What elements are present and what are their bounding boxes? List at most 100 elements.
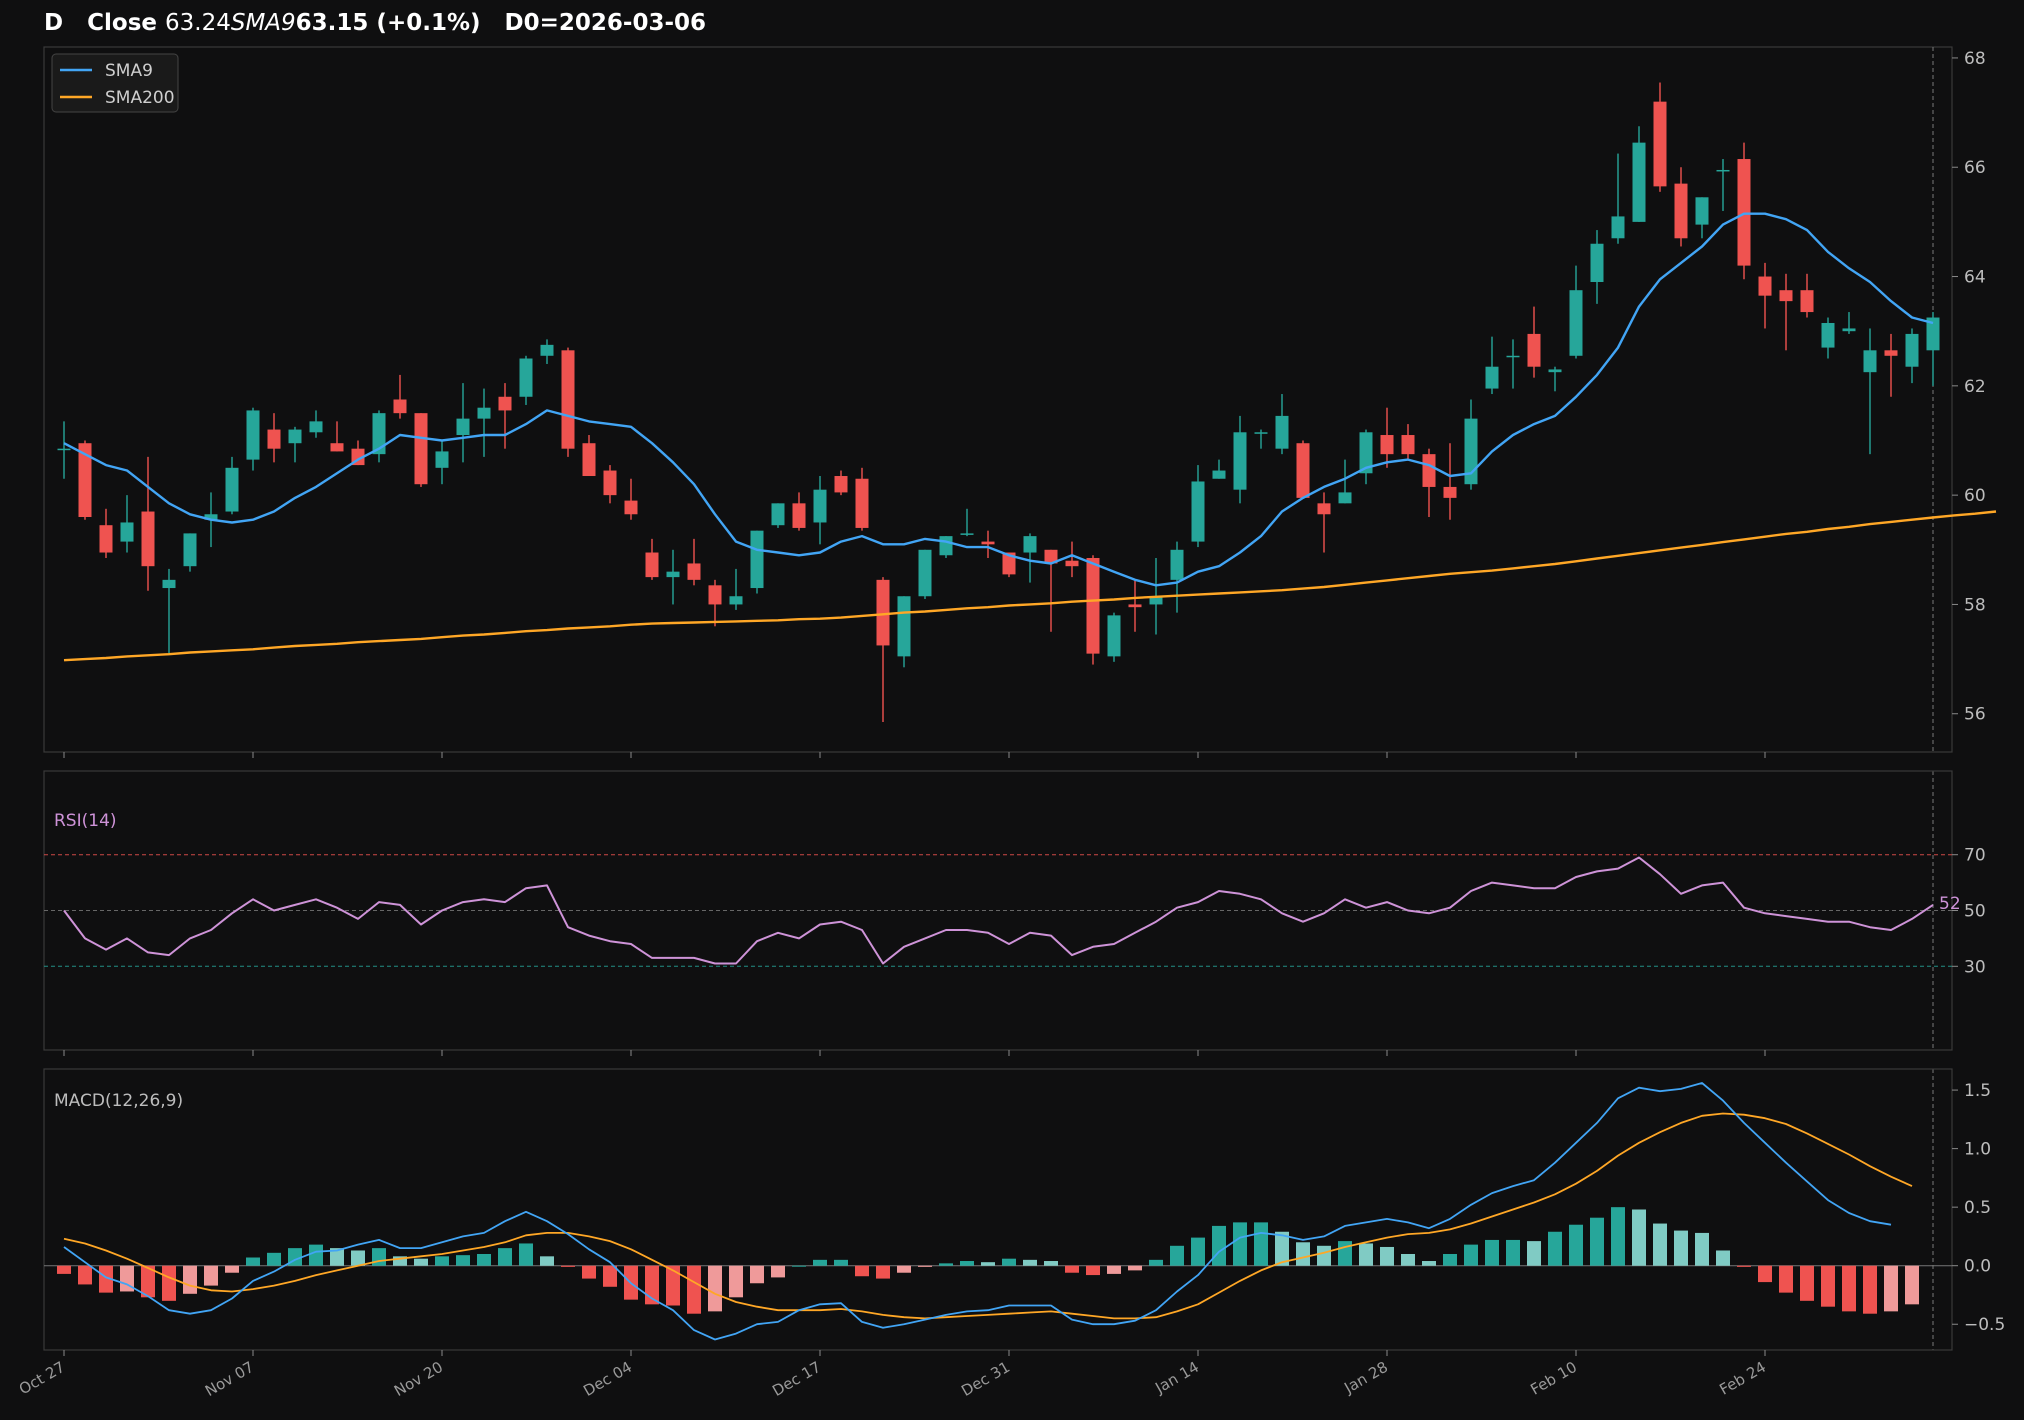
candle-body [1296, 443, 1310, 498]
macd-hist-bar [981, 1262, 995, 1266]
legend-label-sma9: SMA9 [105, 61, 153, 81]
candle-body [561, 350, 575, 449]
macd-hist-bar [1569, 1224, 1583, 1266]
macd-hist-bar [855, 1265, 869, 1277]
macd-ytick-label: 1.0 [1964, 1140, 1991, 1160]
candle-body [498, 396, 512, 411]
macd-hist-bar [1275, 1231, 1289, 1266]
price-ytick-label: 64 [1964, 268, 1986, 288]
macd-hist-bar [225, 1265, 239, 1273]
macd-hist-bar [1401, 1253, 1415, 1266]
price-ytick-label: 56 [1964, 705, 1986, 725]
candle-body [918, 549, 932, 597]
sma200-line [63, 510, 1997, 662]
x-tick-label: Dec 17 [769, 1358, 824, 1400]
candle-body [1254, 432, 1268, 434]
macd-hist-bar [1905, 1265, 1919, 1305]
macd-hist-bar [1212, 1225, 1226, 1266]
macd-hist-bar [1611, 1207, 1625, 1266]
macd-hist-bar [162, 1265, 176, 1301]
macd-hist-bar [1170, 1245, 1184, 1266]
macd-label: MACD(12,26,9) [54, 1091, 183, 1111]
macd-hist-bar [99, 1265, 113, 1293]
candle-body [1317, 503, 1331, 515]
x-tick-label: Oct 27 [16, 1358, 68, 1398]
macd-hist-bar [1086, 1265, 1100, 1276]
candle-body [771, 503, 785, 526]
candle-body [1380, 435, 1394, 455]
candle-body [1821, 322, 1835, 348]
sma-value: 63.15 (+0.1%) [295, 10, 481, 36]
macd-hist-bar [1359, 1243, 1373, 1266]
candle-body [1632, 142, 1646, 222]
candle-body [939, 536, 953, 556]
candle-body [1002, 552, 1016, 575]
candle-body [603, 470, 617, 496]
macd-hist-bar [1464, 1244, 1478, 1266]
macd-hist-bar [960, 1261, 974, 1266]
macd-ytick-label: 0.0 [1964, 1257, 1991, 1277]
macd-hist-bar [267, 1252, 281, 1266]
macd-hist-bar [1254, 1222, 1268, 1266]
macd-hist-bar [1590, 1217, 1604, 1266]
candle-body [1107, 615, 1121, 657]
close-label: Close [87, 10, 157, 36]
macd-hist-bar [876, 1265, 890, 1279]
macd-hist-bar [1149, 1259, 1163, 1266]
macd-hist-bar [246, 1257, 260, 1266]
macd-hist-bar [78, 1265, 92, 1285]
d0-date: D0=2026-03-06 [504, 10, 707, 36]
price-ytick-label: 62 [1964, 377, 1986, 397]
candle-body [1695, 197, 1709, 225]
chart-title: D Close 63.24SMA963.15 (+0.1%) D0=2026-0… [44, 10, 706, 36]
candle-body [624, 500, 638, 515]
candle-body [582, 443, 596, 477]
macd-hist-bar [918, 1265, 932, 1267]
candle-body [708, 585, 722, 605]
candle-body [1590, 243, 1604, 282]
macd-hist-bar [1842, 1265, 1856, 1312]
candle-body [1611, 216, 1625, 239]
candle-body [1191, 481, 1205, 542]
macd-hist-bar [1023, 1259, 1037, 1266]
macd-panel-frame [43, 1068, 1953, 1351]
rsi-ytick-label: 70 [1964, 846, 1986, 866]
macd-hist-bar [687, 1265, 701, 1314]
candle-body [78, 443, 92, 517]
candle-body [1779, 290, 1793, 302]
price-ytick-label: 68 [1964, 49, 1986, 69]
candle-body [1359, 432, 1373, 474]
candle-body [813, 489, 827, 523]
macd-hist-bar [456, 1255, 470, 1266]
macd-hist-bar [1128, 1265, 1142, 1271]
macd-hist-bar [792, 1265, 806, 1267]
price-legend: SMA9 SMA200 [51, 53, 179, 113]
macd-hist-bar [1002, 1258, 1016, 1266]
candle-body [225, 467, 239, 512]
macd-hist-bar [183, 1265, 197, 1294]
candle-body [330, 443, 344, 452]
candle-body [309, 421, 323, 433]
sma-label: SMA9 [230, 10, 296, 36]
macd-hist-bar [414, 1258, 428, 1266]
macd-hist-bar [1863, 1265, 1877, 1314]
x-tick-label: Nov 20 [391, 1358, 446, 1400]
candle-body [288, 429, 302, 444]
candle-body [1275, 415, 1289, 449]
candle-body [1149, 596, 1163, 605]
candle-body [1758, 276, 1772, 296]
macd-hist-bar [1065, 1265, 1079, 1273]
macd-hist-bar [1233, 1222, 1247, 1266]
candle-body [1485, 366, 1499, 389]
macd-hist-bar [1779, 1265, 1793, 1293]
candle-body [99, 525, 113, 553]
legend-label-sma200: SMA200 [105, 88, 175, 108]
macd-hist-bar [834, 1259, 848, 1266]
candle-body [435, 451, 449, 468]
candle-body [1422, 454, 1436, 487]
candle-body [540, 344, 554, 356]
candle-body [183, 533, 197, 567]
candle-body [1128, 604, 1142, 608]
candle-body [1800, 290, 1814, 313]
macd-hist-bar [729, 1265, 743, 1298]
